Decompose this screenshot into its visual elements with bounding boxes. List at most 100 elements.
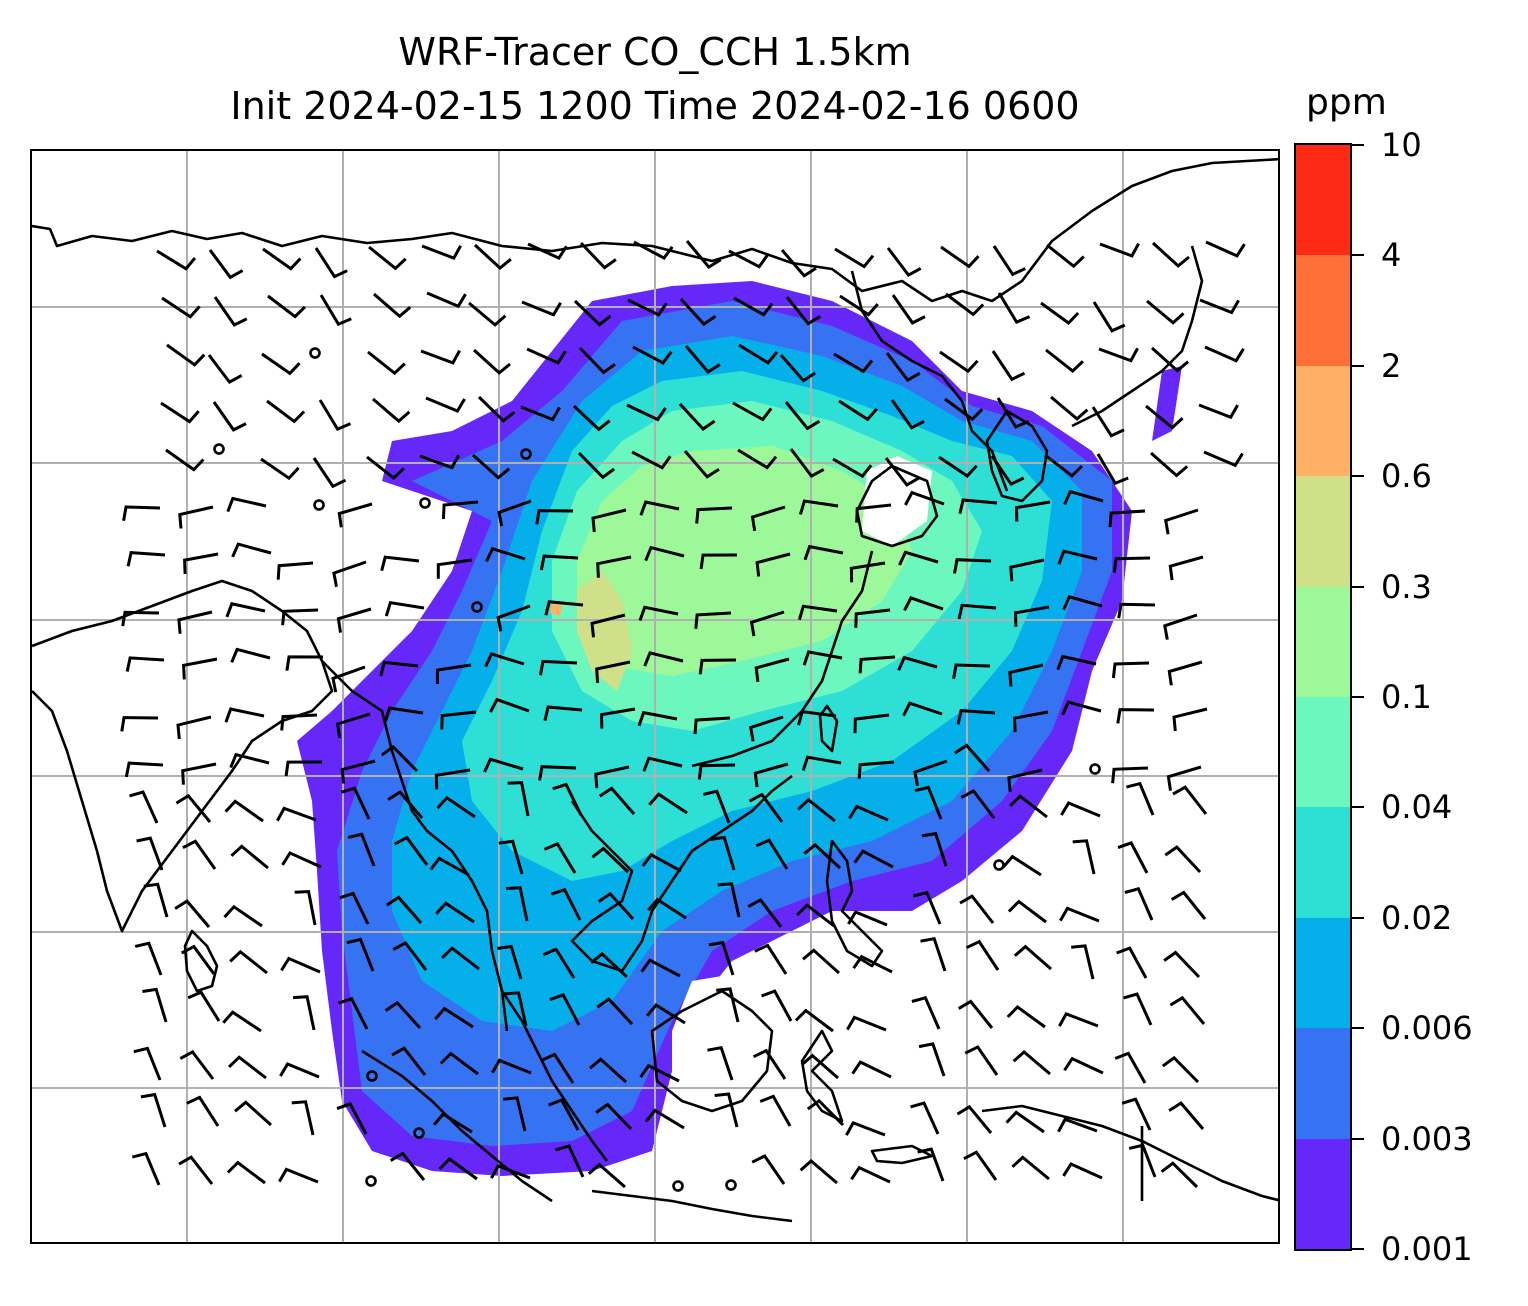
wind-barb: [538, 765, 577, 781]
wind-barb: [1061, 700, 1102, 716]
wind-barb: [122, 505, 161, 522]
wind-barb: [1050, 395, 1089, 421]
wind-barb: [1198, 403, 1239, 420]
wind-barb: [594, 765, 630, 789]
colorbar-segment-4: [1296, 696, 1350, 808]
wind-barb: [385, 895, 423, 924]
colorbar-segment-5: [1296, 586, 1350, 697]
wind-barb: [754, 657, 790, 682]
colorbar-tick-label: 2: [1381, 346, 1402, 385]
wind-barb: [853, 849, 894, 869]
wind-barb: [548, 1098, 580, 1131]
wind-barb: [503, 1096, 527, 1132]
coastline-burma: [321, 660, 509, 1032]
wind-barb: [806, 1098, 845, 1127]
wind-barb: [340, 759, 376, 784]
wind-barb: [392, 940, 428, 971]
wind-barb: [699, 553, 738, 570]
coastline-sulawesi: [800, 1029, 844, 1123]
wind-barb: [902, 701, 943, 717]
wind-barb: [484, 652, 525, 668]
wind-barb: [572, 404, 611, 432]
wind-barb: [1013, 944, 1052, 971]
wind-barb: [794, 1008, 834, 1033]
wind-barb: [278, 1167, 319, 1184]
wind-barb: [1203, 450, 1244, 468]
wind-barb: [420, 349, 461, 365]
wind-barb: [802, 948, 841, 975]
wind-barb: [1167, 660, 1203, 686]
wind-barb: [491, 1058, 532, 1075]
wind-barb: [996, 397, 1030, 429]
wind-barb: [367, 350, 406, 376]
wind-barb: [222, 1010, 262, 1033]
wind-barb: [749, 610, 785, 637]
wind-barb: [917, 1147, 945, 1182]
wind-barb: [1163, 508, 1199, 535]
wind-barb: [684, 345, 721, 374]
wind-barb: [918, 1042, 946, 1077]
wind-barb: [577, 451, 615, 480]
wind-barb: [939, 350, 979, 374]
wind-barb: [640, 958, 681, 978]
wind-barb: [477, 395, 516, 423]
wind-barb: [521, 300, 562, 317]
wind-barb: [1056, 654, 1097, 671]
co-level-patch: [1152, 366, 1182, 441]
wind-barb: [336, 607, 372, 633]
wind-barb: [380, 744, 419, 773]
wind-barb: [579, 241, 617, 270]
wind-barb: [383, 706, 424, 722]
wind-barb: [498, 839, 524, 875]
wind-barb: [597, 891, 635, 921]
wind-barb: [126, 551, 166, 567]
wind-barb: [797, 709, 837, 726]
wind-barb: [228, 1055, 267, 1080]
wind-barb: [389, 1151, 426, 1181]
wind-barb: [435, 663, 472, 684]
wind-barb: [957, 603, 997, 620]
wind-barb: [384, 1000, 422, 1030]
wind-barb: [1163, 950, 1201, 979]
wind-barb: [1124, 887, 1154, 921]
wind-barb: [751, 1154, 786, 1185]
wind-barb: [641, 852, 682, 873]
wind-barb: [886, 247, 922, 278]
colorbar-tick: [1352, 364, 1364, 367]
wind-barb: [1014, 500, 1051, 522]
wind-barb: [839, 294, 879, 317]
wind-barb: [439, 1051, 479, 1076]
wind-barb: [1012, 1050, 1051, 1076]
wind-barb: [129, 790, 159, 824]
wind-barb: [697, 763, 736, 780]
wind-barb: [991, 350, 1026, 382]
wind-barb: [177, 610, 213, 634]
wind-barb: [847, 910, 888, 927]
wind-barb: [226, 1160, 266, 1185]
wind-barb: [226, 496, 267, 513]
coastline-luzon: [825, 839, 884, 968]
wind-barb: [1112, 556, 1151, 573]
wind-barb: [754, 943, 788, 975]
wind-barb: [332, 560, 367, 588]
calm-wind-circle: [419, 497, 431, 509]
wind-barb: [884, 457, 920, 487]
wind-barb: [1160, 1161, 1199, 1189]
wind-barb: [1123, 992, 1153, 1026]
wind-barb: [898, 550, 939, 566]
wind-barb: [1128, 1143, 1157, 1178]
colorbar-tick-label: 4: [1381, 236, 1402, 275]
wind-barb: [716, 987, 740, 1023]
wind-barb: [695, 506, 733, 524]
wind-barb: [953, 558, 992, 574]
colorbar-tick-label: 0.3: [1381, 567, 1432, 606]
colorbar-segment-2: [1296, 917, 1350, 1029]
wind-barb: [595, 660, 631, 683]
colorbar-tick-label: 10: [1381, 126, 1422, 164]
wind-barb: [1172, 785, 1208, 815]
wind-barb: [441, 500, 479, 520]
wind-barb: [752, 1048, 787, 1080]
co-level-0.6-area: [550, 601, 562, 616]
wind-barb: [161, 296, 201, 319]
wind-barb: [281, 608, 319, 626]
